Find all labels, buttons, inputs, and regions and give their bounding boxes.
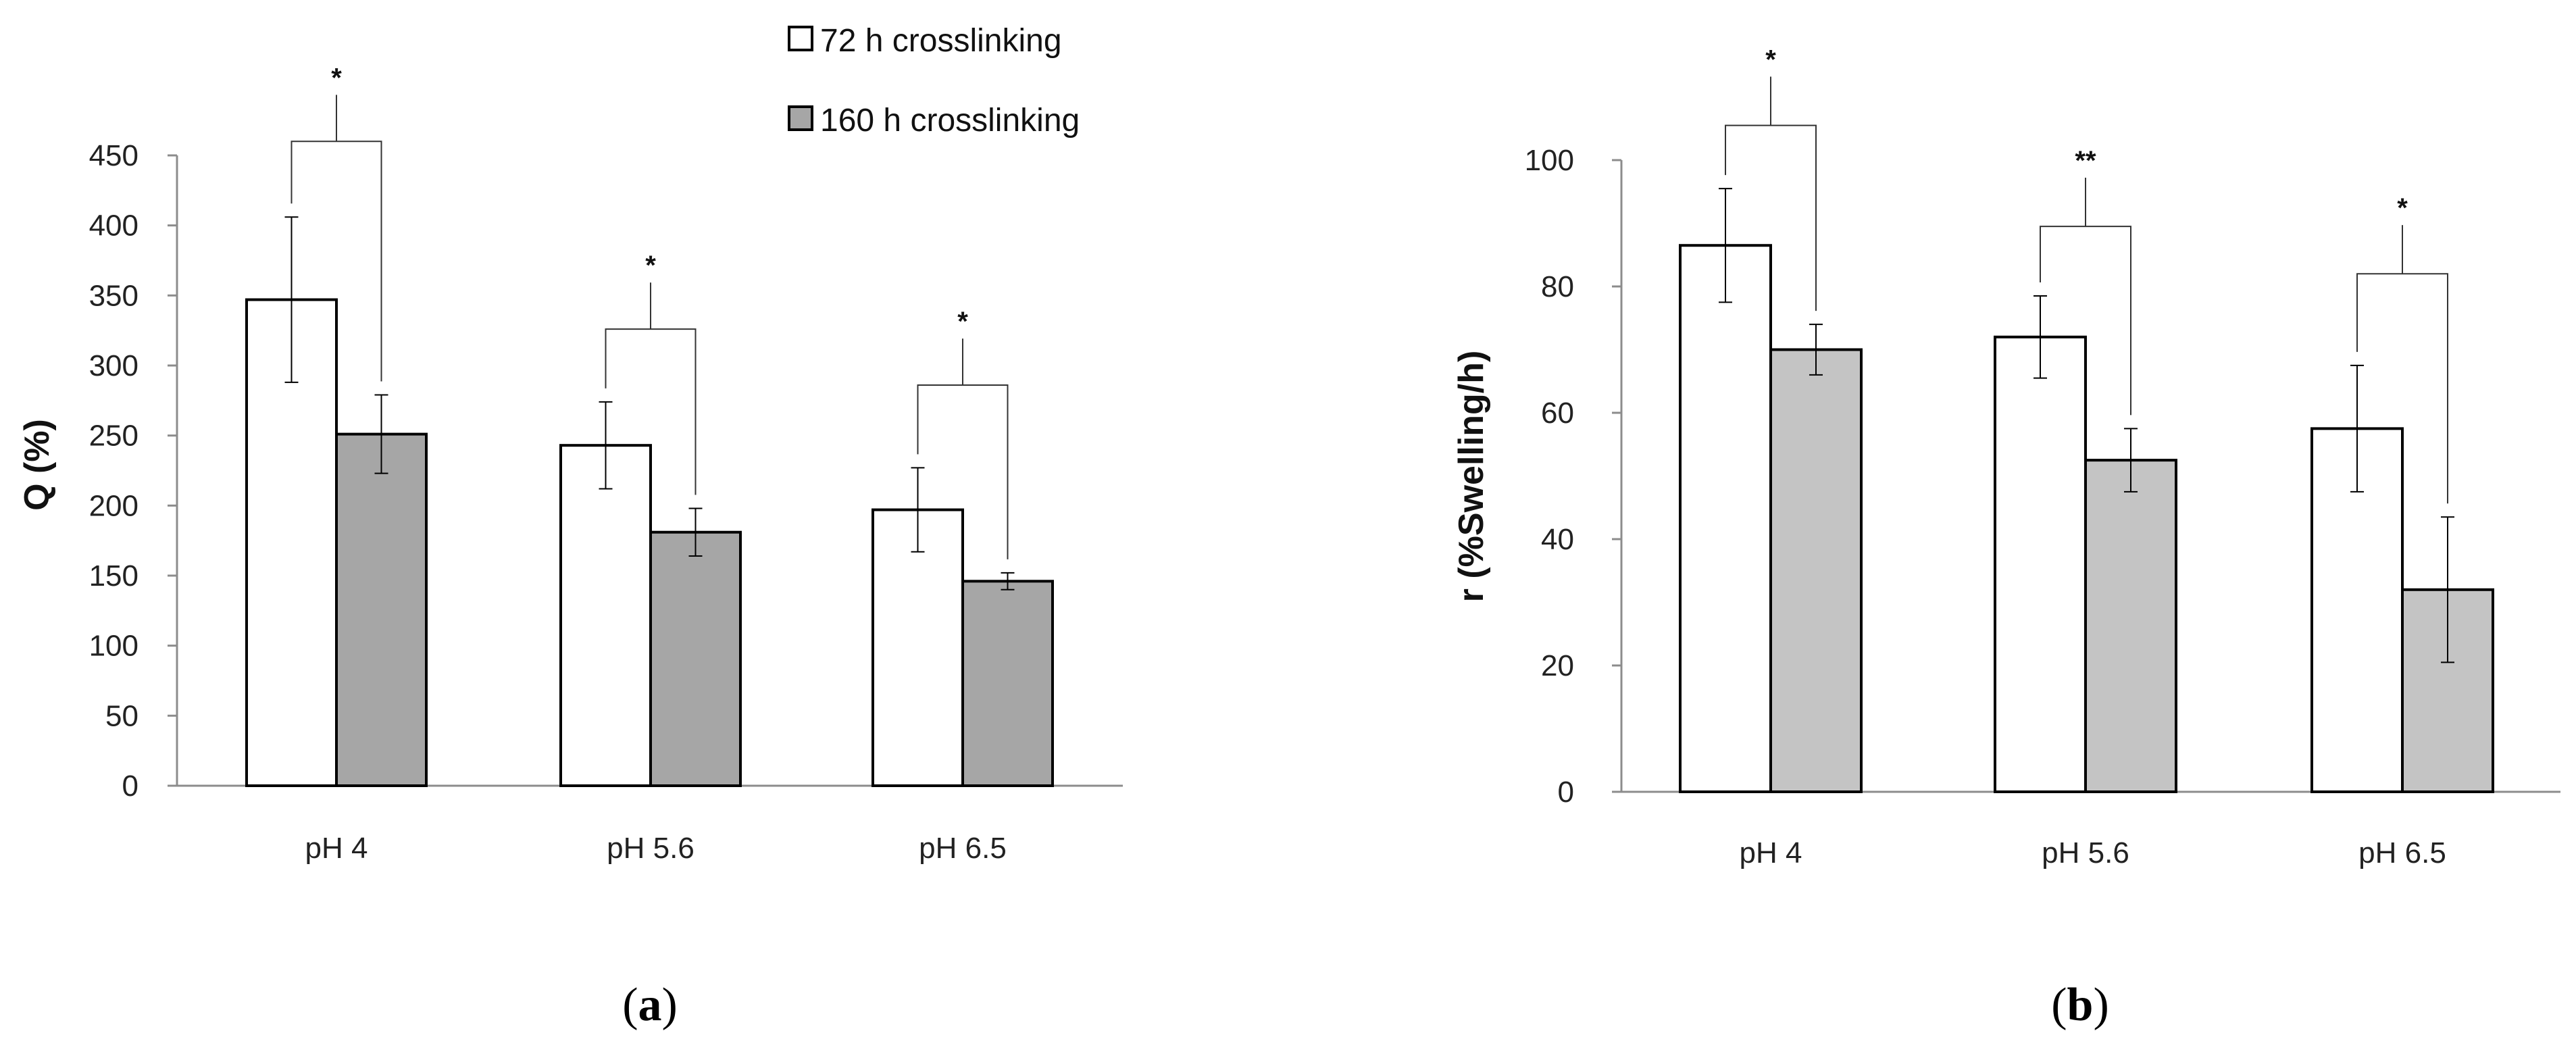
x-category-label: pH 6.5 <box>2358 836 2446 870</box>
bar-160h <box>1769 348 1863 793</box>
y-axis-title: Q (%) <box>18 419 57 511</box>
y-tick-label: 450 <box>89 139 138 172</box>
chart-panel-a: 0 50 100 150 200 250 300 350 400 450 Q (%) * pH 4 * pH… <box>18 63 1123 1031</box>
significance-marker: ** <box>2075 146 2096 176</box>
y-tick-label: 80 <box>1541 270 1574 303</box>
bar-72h <box>1994 335 2087 793</box>
bar-72h <box>872 508 964 787</box>
x-category-label: pH 5.6 <box>607 832 694 865</box>
panel-label-letter: a <box>638 979 662 1031</box>
y-tick-label: 150 <box>89 559 138 593</box>
bar-72h <box>559 444 652 787</box>
bar-160h <box>335 432 428 787</box>
y-tick-label: 200 <box>89 489 138 522</box>
bar-72h <box>1679 244 1772 794</box>
legend: 72 h crosslinking 160 h crosslinking <box>788 23 1080 138</box>
bar-160h <box>2084 459 2177 793</box>
significance-marker: * <box>2397 193 2408 223</box>
legend-label-160h: 160 h crosslinking <box>820 103 1080 138</box>
significance-marker: * <box>645 251 656 280</box>
y-tick-label: 0 <box>122 770 138 803</box>
bar-160h <box>961 580 1054 787</box>
chart-panel-b: 0 20 40 60 80 100 r (%Swelling/h) * pH 4 ** pH 5.6… <box>1452 45 2560 1031</box>
y-tick-label: 300 <box>89 349 138 382</box>
x-category-label: pH 4 <box>305 832 368 865</box>
y-tick-label: 100 <box>1525 144 1574 177</box>
y-tick-label: 400 <box>89 209 138 243</box>
legend-swatch-160h <box>788 105 813 131</box>
y-tick-label: 0 <box>1558 776 1574 809</box>
bar-160h <box>649 530 742 788</box>
legend-label-72h: 72 h crosslinking <box>820 23 1062 59</box>
x-category-label: pH 6.5 <box>919 832 1007 865</box>
panel-label: (b) <box>2051 979 2109 1031</box>
y-axis-title: r (%Swelling/h) <box>1452 351 1491 603</box>
y-tick-label: 350 <box>89 279 138 312</box>
y-tick-label: 100 <box>89 630 138 663</box>
y-tick-label: 50 <box>105 699 138 732</box>
y-tick-label: 60 <box>1541 397 1574 430</box>
y-tick-label: 40 <box>1541 523 1574 556</box>
legend-swatch-72h <box>788 26 813 51</box>
panel-label-letter: b <box>2067 979 2094 1031</box>
significance-marker: * <box>331 63 342 93</box>
y-tick-label: 20 <box>1541 649 1574 682</box>
x-category-label: pH 4 <box>1740 836 1802 870</box>
significance-marker: * <box>957 307 968 336</box>
significance-marker: * <box>1765 45 1776 74</box>
x-category-label: pH 5.6 <box>2042 836 2129 870</box>
panel-label: (a) <box>622 979 678 1031</box>
y-tick-label: 250 <box>89 420 138 453</box>
